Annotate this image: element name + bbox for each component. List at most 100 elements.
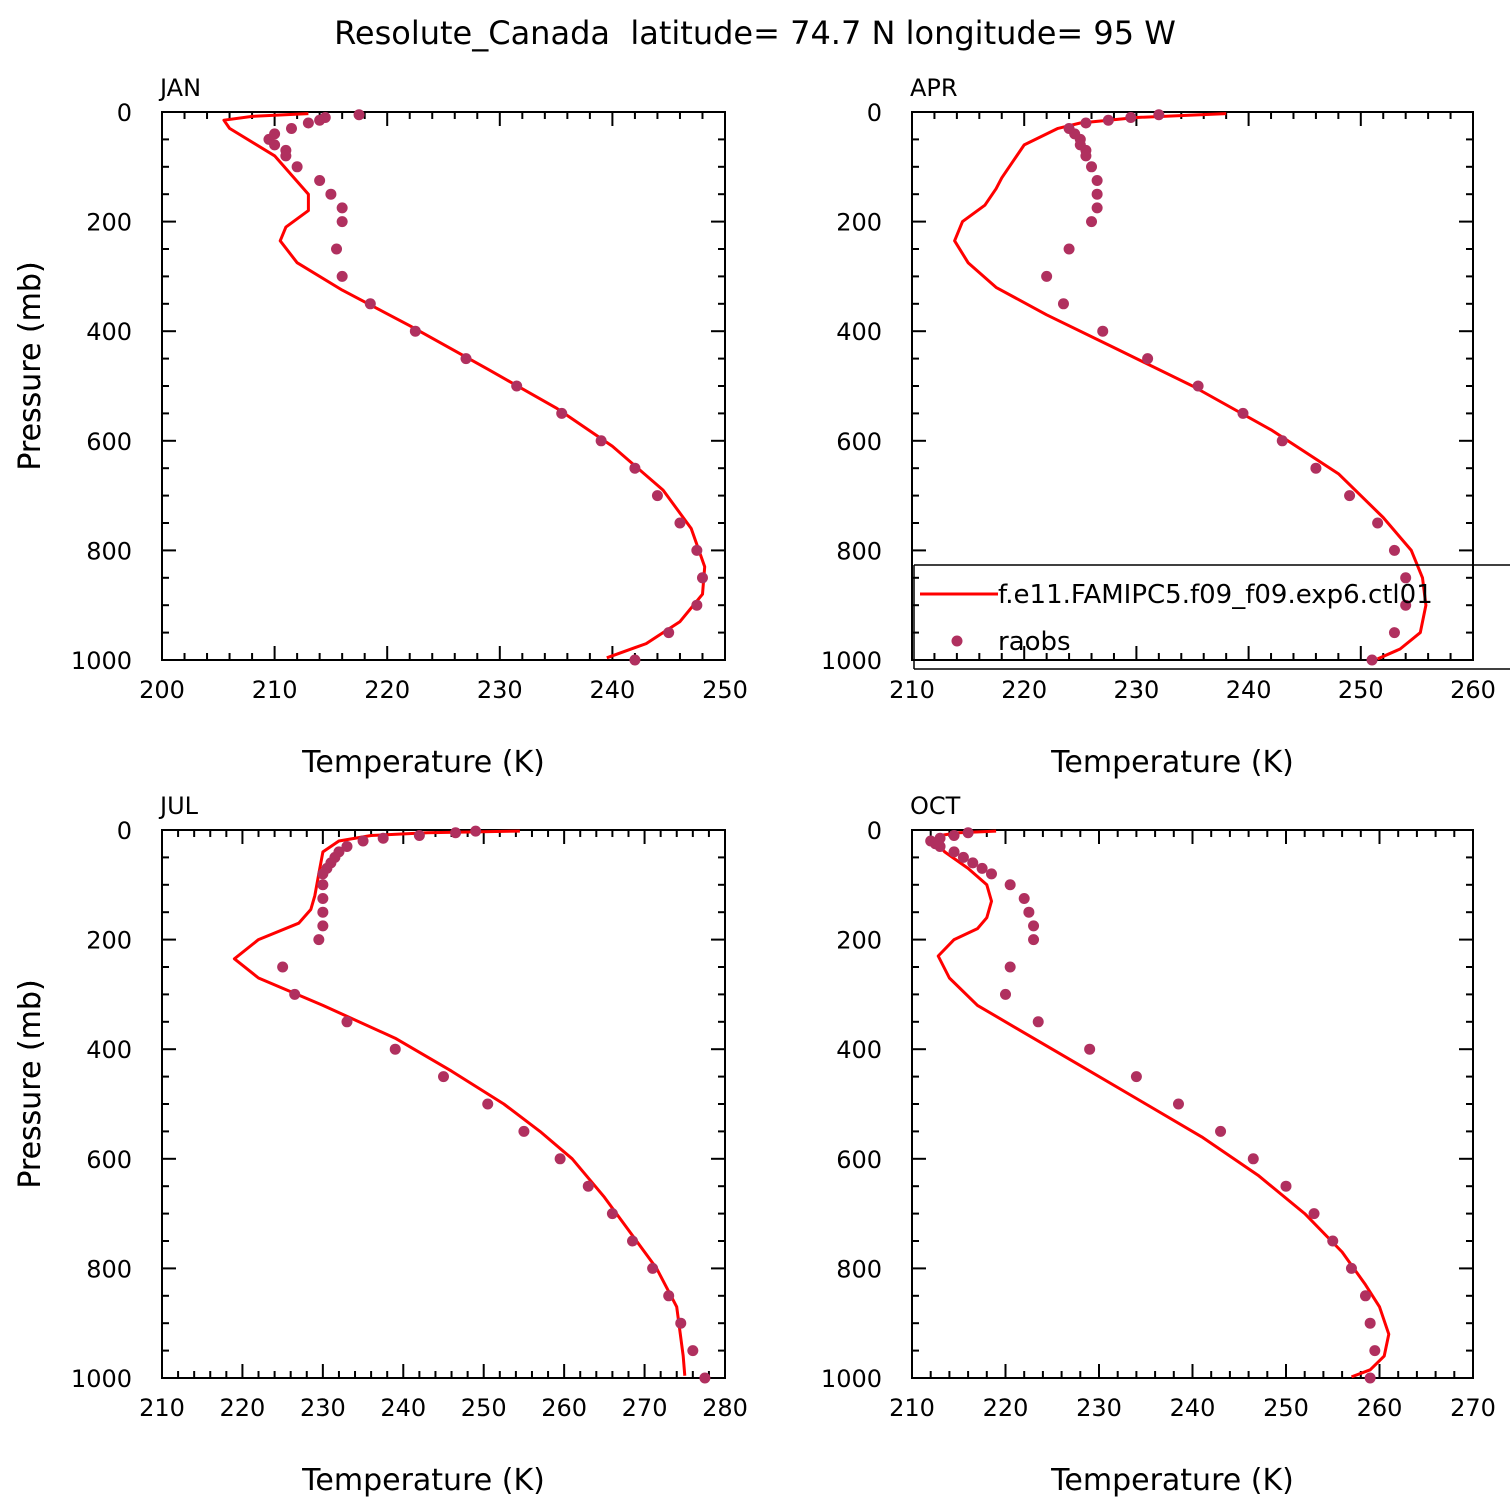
obs-point xyxy=(1086,216,1098,228)
y-tick-label: 400 xyxy=(836,318,882,346)
obs-point xyxy=(1004,879,1016,891)
obs-point xyxy=(511,380,523,392)
obs-point xyxy=(691,544,703,556)
x-axis-label: Temperature (K) xyxy=(301,1463,545,1498)
y-tick-label: 0 xyxy=(867,817,882,845)
obs-point xyxy=(1308,1208,1320,1220)
x-axis-label: Temperature (K) xyxy=(1050,745,1294,780)
x-tick-label: 210 xyxy=(889,1394,935,1422)
panel-jul: JUL 210 220 230 240 250 260 270 280 0 200 400 600 800… xyxy=(13,792,748,1498)
obs-point xyxy=(317,868,329,880)
obs-point xyxy=(325,188,337,200)
y-tick-label: 800 xyxy=(836,1255,882,1283)
obs-point xyxy=(280,150,292,162)
obs-point xyxy=(269,139,281,151)
obs-point xyxy=(674,517,686,529)
obs-point xyxy=(1018,893,1030,904)
y-tick-label: 200 xyxy=(836,209,882,237)
obs-point xyxy=(1091,202,1103,214)
obs-point xyxy=(1364,1372,1376,1384)
y-tick-label: 600 xyxy=(86,1146,132,1174)
x-tick-label: 200 xyxy=(139,676,185,704)
y-tick-label: 1000 xyxy=(821,1365,882,1393)
obs-point xyxy=(554,1153,566,1165)
x-tick-label: 220 xyxy=(983,1394,1029,1422)
x-tick-label: 270 xyxy=(622,1394,668,1422)
obs-point xyxy=(957,851,969,863)
obs-point xyxy=(314,175,326,186)
obs-point xyxy=(314,114,326,126)
y-tick-label: 1000 xyxy=(71,647,132,675)
figure-title: Resolute_Canada latitude= 74.7 N longitu… xyxy=(334,14,1176,52)
panel-label-oct: OCT xyxy=(910,792,961,820)
x-tick-label: 210 xyxy=(889,676,935,704)
obs-point xyxy=(629,462,641,474)
panel-oct: OCT 210 220 230 240 250 260 270 0 200 400 600 800 100… xyxy=(13,792,1496,1498)
obs-point xyxy=(1102,114,1114,126)
obs-point xyxy=(1041,270,1053,282)
x-axis-label: Temperature (K) xyxy=(1050,1463,1294,1498)
y-tick-label: 1000 xyxy=(821,647,882,675)
obs-point xyxy=(285,122,297,134)
x-tick-label: 270 xyxy=(1450,1394,1496,1422)
x-tick-label: 220 xyxy=(1001,676,1047,704)
y-axis-label: Pressure (mb) xyxy=(13,261,48,470)
y-tick-label: 600 xyxy=(86,428,132,456)
x-tick-label: 240 xyxy=(1226,676,1272,704)
obs-point xyxy=(1091,175,1103,186)
x-tick-label: 230 xyxy=(300,1394,346,1422)
obs-point xyxy=(413,829,425,841)
obs-point xyxy=(1366,654,1378,666)
x-axis-label: Temperature (K) xyxy=(301,745,545,780)
y-tick-label: 0 xyxy=(117,817,132,845)
x-tick-label: 210 xyxy=(252,676,298,704)
obs-point xyxy=(1280,1180,1292,1192)
y-tick-label: 400 xyxy=(836,1036,882,1064)
x-tick-label: 240 xyxy=(589,676,635,704)
x-tick-label: 210 xyxy=(139,1394,185,1422)
y-tick-label: 1000 xyxy=(71,1365,132,1393)
obs-point xyxy=(1000,988,1011,1000)
obs-point xyxy=(691,599,703,611)
panel-label-jan: JAN xyxy=(158,74,201,102)
obs-point xyxy=(1086,161,1098,173)
obs-point xyxy=(687,1345,699,1357)
x-tick-label: 240 xyxy=(1170,1394,1216,1422)
obs-point xyxy=(409,325,421,337)
obs-point xyxy=(1004,961,1016,973)
obs-point xyxy=(302,117,314,129)
obs-point xyxy=(377,832,389,844)
y-axis-label: Pressure (mb) xyxy=(13,979,48,1188)
obs-point xyxy=(629,654,641,666)
obs-point xyxy=(291,161,303,173)
obs-point xyxy=(1091,188,1103,200)
obs-point xyxy=(948,846,960,858)
panel-apr: APR 210 220 230 240 250 260 0 200 400 600 800 1000 Te… xyxy=(13,74,1496,780)
obs-point xyxy=(389,1043,401,1055)
x-tick-label: 260 xyxy=(1450,676,1496,704)
obs-point xyxy=(675,1317,687,1329)
y-tick-label: 0 xyxy=(867,99,882,127)
obs-point xyxy=(1023,906,1035,918)
obs-point xyxy=(582,1180,594,1192)
obs-point xyxy=(1327,1235,1339,1247)
x-tick-label: 260 xyxy=(541,1394,587,1422)
legend-swatch-raobs xyxy=(951,635,963,647)
obs-point xyxy=(1084,1043,1096,1055)
obs-point xyxy=(336,216,348,228)
x-tick-label: 220 xyxy=(220,1394,266,1422)
legend-label-model: f.e11.FAMIPC5.f09_f09.exp6.ctl01 xyxy=(998,580,1433,610)
obs-point xyxy=(1142,353,1154,365)
y-tick-label: 600 xyxy=(836,1146,882,1174)
obs-point xyxy=(647,1262,659,1274)
obs-point xyxy=(1028,920,1040,932)
y-tick-label: 400 xyxy=(86,318,132,346)
obs-point xyxy=(1345,1262,1357,1274)
obs-point xyxy=(353,109,365,121)
x-tick-label: 250 xyxy=(461,1394,507,1422)
obs-point xyxy=(1310,462,1322,474)
obs-point xyxy=(627,1235,639,1247)
obs-point xyxy=(696,572,708,584)
